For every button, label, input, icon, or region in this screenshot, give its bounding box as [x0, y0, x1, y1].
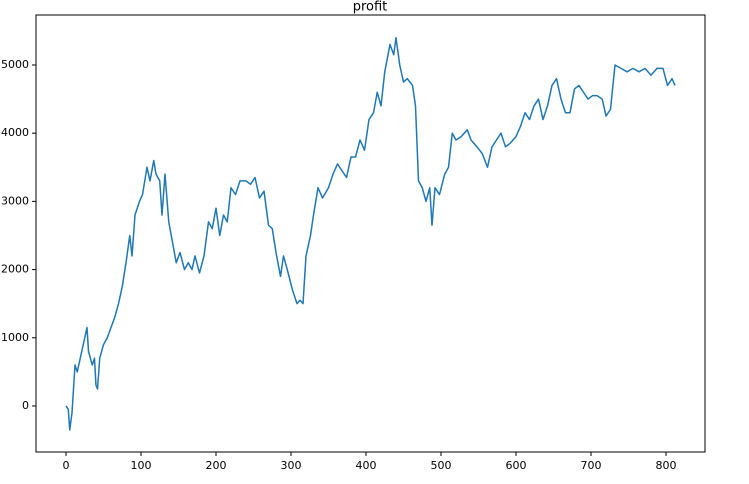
y-tick-label: 5000: [1, 58, 29, 71]
x-tick-label: 700: [581, 459, 602, 472]
y-tick-label: 4000: [1, 126, 29, 139]
data-line: [65, 36, 676, 431]
x-tick-label: 500: [431, 459, 452, 472]
x-tick-label: 100: [131, 459, 152, 472]
y-tick-label: 1000: [1, 331, 29, 344]
y-tick-label: 2000: [1, 263, 29, 276]
x-tick-label: 800: [656, 459, 677, 472]
y-tick-label: 3000: [1, 194, 29, 207]
x-tick-label: 300: [281, 459, 302, 472]
y-tick-label: 0: [22, 399, 29, 412]
plot-frame: [35, 14, 706, 453]
x-tick-label: 600: [506, 459, 527, 472]
x-tick-label: 400: [356, 459, 377, 472]
x-tick-label: 0: [63, 459, 70, 472]
chart-title: profit: [353, 0, 388, 15]
x-tick-label: 200: [206, 459, 227, 472]
